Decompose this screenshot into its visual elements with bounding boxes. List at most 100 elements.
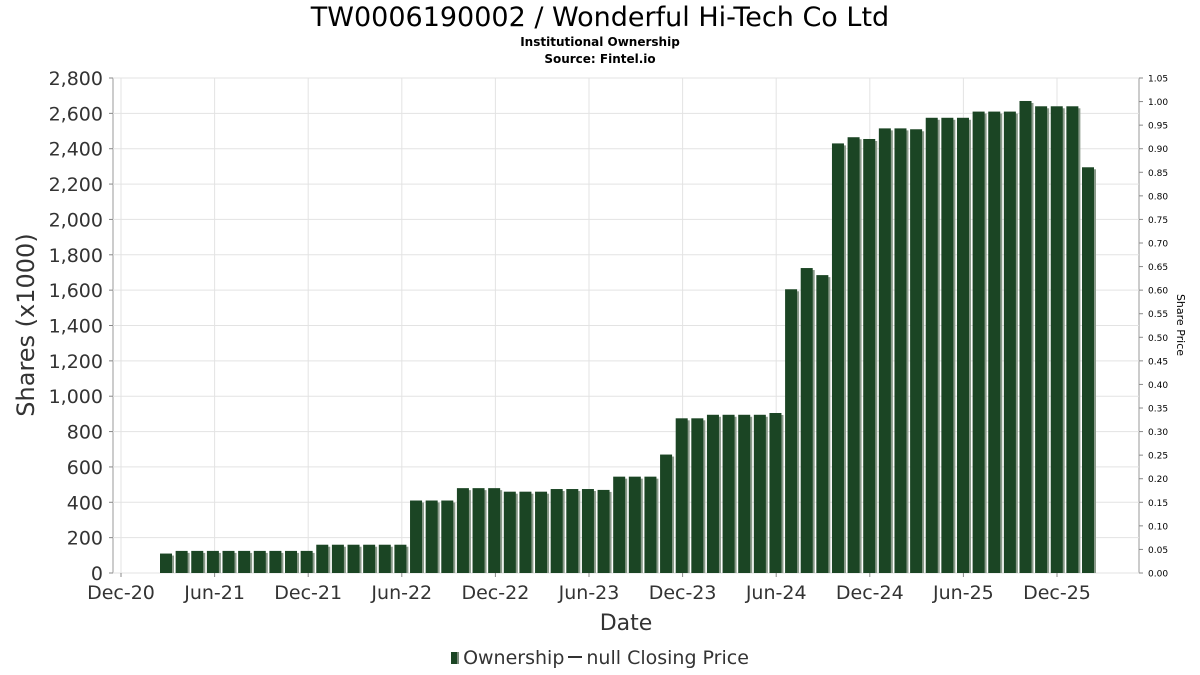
y2-tick-label: 0.25	[1148, 452, 1168, 462]
x-tick-label: Dec-20	[87, 582, 155, 604]
legend: Ownership null Closing Price	[0, 647, 1200, 669]
ownership-bar	[191, 550, 204, 573]
ownership-bar	[894, 128, 907, 574]
y2-tick-label: 1.00	[1148, 98, 1168, 108]
ownership-bar	[1003, 111, 1016, 573]
y2-tick-label: 0.30	[1148, 428, 1168, 438]
y2-tick-label: 0.95	[1148, 122, 1168, 132]
y2-tick-label: 0.85	[1148, 169, 1168, 179]
ownership-bar	[613, 476, 626, 573]
x-tick-label: Jun-24	[745, 582, 807, 604]
ownership-bar	[738, 414, 751, 573]
ownership-bar	[722, 414, 735, 573]
y-tick-label: 2,800	[49, 68, 103, 90]
ownership-bar	[331, 544, 344, 573]
ownership-bar	[175, 550, 188, 573]
ownership-bar	[831, 143, 844, 574]
y-tick-label: 0	[91, 563, 103, 585]
ownership-bar	[816, 275, 829, 573]
y-tick-label: 2,200	[49, 174, 103, 196]
ownership-bar	[222, 550, 235, 573]
chart-subtitle: Institutional Ownership	[520, 35, 680, 49]
ownership-bar	[503, 491, 516, 573]
y-tick-label: 600	[67, 457, 103, 479]
y2-tick-label: 0.65	[1148, 263, 1168, 273]
y2-tick-label: 0.45	[1148, 357, 1168, 367]
y2-tick-label: 0.70	[1148, 240, 1168, 250]
y2-axis-label: Share Price	[1174, 294, 1187, 356]
ownership-bar	[581, 489, 594, 573]
ownership-bar	[956, 117, 969, 573]
ownership-bar	[1035, 106, 1048, 574]
ownership-bar	[550, 489, 563, 573]
y-tick-label: 2,000	[49, 209, 103, 231]
y2-tick-label: 0.05	[1148, 546, 1168, 556]
ownership-bar	[285, 550, 298, 573]
chart-source: Source: Fintel.io	[544, 52, 656, 66]
ownership-bar	[519, 491, 532, 573]
ownership-bar	[425, 500, 438, 573]
ownership-bar	[206, 550, 219, 573]
y2-axis-ticks: 0.00 0.05 0.10 0.15 0.20 0.25 0.30 0.35 0.40 0.45…	[1139, 75, 1168, 580]
ownership-bar	[941, 117, 954, 573]
ownership-bar	[628, 476, 641, 573]
ownership-bar	[253, 550, 266, 573]
ownership-bar	[1066, 106, 1079, 574]
ownership-bar	[488, 488, 501, 573]
y-tick-label: 1,200	[49, 351, 103, 373]
ownership-bar	[785, 289, 798, 573]
ownership-bar	[706, 414, 719, 573]
ownership-bar	[691, 418, 704, 573]
y2-tick-label: 1.05	[1148, 75, 1168, 85]
ownership-bar	[378, 544, 391, 573]
y2-tick-label: 0.15	[1148, 499, 1168, 509]
ownership-bar	[238, 550, 251, 573]
ownership-bar	[1019, 100, 1032, 573]
ownership-bar	[925, 117, 938, 573]
y-tick-label: 1,400	[49, 316, 103, 338]
ownership-bar	[410, 500, 423, 573]
x-tick-label: Dec-21	[274, 582, 342, 604]
ownership-bar	[1082, 167, 1094, 573]
ownership-bar	[566, 489, 579, 573]
x-tick-label: Jun-22	[370, 582, 432, 604]
x-tick-label: Jun-25	[932, 582, 994, 604]
x-tick-label: Jun-23	[558, 582, 620, 604]
ownership-bar	[863, 138, 876, 573]
legend-price: null Closing Price	[586, 647, 749, 669]
x-tick-label: Dec-22	[461, 582, 529, 604]
y2-tick-label: 0.60	[1148, 287, 1168, 297]
y2-tick-label: 0.75	[1148, 216, 1168, 226]
ownership-bar	[878, 128, 891, 574]
y-tick-label: 1,000	[49, 386, 103, 408]
y2-tick-label: 0.50	[1148, 334, 1168, 344]
ownership-bar	[472, 488, 485, 573]
ownership-bar	[300, 550, 313, 573]
ownership-bar	[535, 491, 548, 573]
y-tick-label: 2,600	[49, 103, 103, 125]
ownership-bar	[441, 500, 454, 573]
ownership-bar	[160, 553, 172, 573]
y2-tick-label: 0.90	[1148, 145, 1168, 155]
y-tick-label: 200	[67, 528, 103, 550]
y-tick-label: 400	[67, 492, 103, 514]
x-tick-label: Dec-25	[1023, 582, 1091, 604]
y2-tick-label: 0.80	[1148, 192, 1168, 202]
price-swatch	[568, 656, 583, 658]
ownership-bar	[394, 544, 407, 573]
ownership-bar	[363, 544, 376, 573]
ownership-bar	[660, 454, 673, 573]
ownership-bar	[972, 111, 985, 573]
x-tick-label: Jun-21	[183, 582, 245, 604]
y2-tick-label: 0.00	[1148, 570, 1168, 580]
ownership-bar	[800, 268, 813, 573]
ownership-bar	[769, 413, 782, 573]
y-axis-ticks: 0 200 400 600 800 1,000 1,200 1,400 1,600 1,800 2,…	[49, 68, 113, 585]
ownership-bar	[753, 414, 766, 573]
y-tick-label: 2,400	[49, 139, 103, 161]
y2-tick-label: 0.40	[1148, 381, 1168, 391]
ownership-bar	[847, 137, 860, 574]
x-tick-label: Dec-24	[836, 582, 904, 604]
y2-tick-label: 0.55	[1148, 310, 1168, 320]
